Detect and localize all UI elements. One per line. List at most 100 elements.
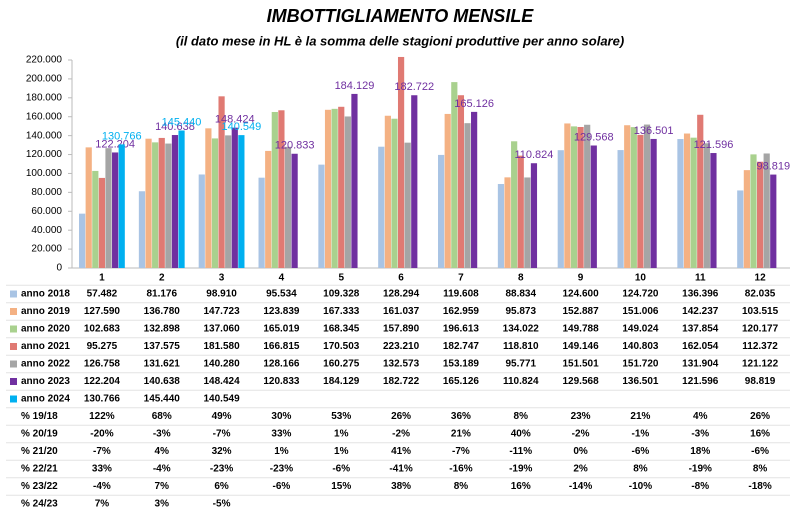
table-cell: 8% xyxy=(514,411,529,422)
x-tick-label: 5 xyxy=(338,273,344,284)
table-cell: 98.819 xyxy=(745,376,776,387)
bar xyxy=(451,82,458,268)
bar xyxy=(138,191,146,268)
bar xyxy=(378,146,385,268)
y-tick-label: 100.000 xyxy=(26,168,63,179)
table-cell: 182.747 xyxy=(443,341,480,352)
legend-label: anno 2020 xyxy=(21,324,70,335)
bar xyxy=(351,93,358,268)
table-cell: 126.758 xyxy=(84,359,121,370)
legend-swatch xyxy=(10,343,17,350)
table-cell: 95.771 xyxy=(505,359,536,370)
bar xyxy=(471,111,478,268)
bar xyxy=(617,150,624,268)
table-cell: 196.613 xyxy=(443,324,480,335)
table-cell: 7% xyxy=(95,499,110,510)
table-cell: 112.372 xyxy=(742,341,778,352)
data-label: 140.549 xyxy=(222,121,262,133)
table-cell: 15% xyxy=(331,481,351,492)
x-tick-label: 9 xyxy=(578,273,584,284)
table-cell: 181.580 xyxy=(204,341,241,352)
table-cell: 151.006 xyxy=(622,306,659,317)
table-cell: 140.280 xyxy=(204,359,241,370)
table-cell: -6% xyxy=(751,446,769,457)
bar xyxy=(524,177,531,268)
table-cell: 142.237 xyxy=(682,306,719,317)
x-tick-label: 8 xyxy=(518,273,524,284)
table-cell: 109.328 xyxy=(323,289,360,300)
table-cell: 153.189 xyxy=(443,359,480,370)
table-cell: 33% xyxy=(92,464,112,475)
x-tick-label: 6 xyxy=(398,273,404,284)
table-cell: 88.834 xyxy=(505,289,536,300)
legend-swatch xyxy=(10,395,17,403)
table-cell: -20% xyxy=(90,429,113,440)
table-cell: 32% xyxy=(212,446,232,457)
x-tick-label: 12 xyxy=(755,273,767,284)
table-cell: 148.424 xyxy=(204,376,241,387)
table-cell: 184.129 xyxy=(323,376,360,387)
table-cell: 140.803 xyxy=(622,341,659,352)
bar xyxy=(530,163,538,268)
table-cell: 110.824 xyxy=(503,376,539,387)
table-cell: -10% xyxy=(629,481,652,492)
bar xyxy=(763,153,770,268)
bar xyxy=(677,139,684,268)
y-tick-label: 120.000 xyxy=(26,149,63,160)
bar xyxy=(92,170,99,268)
table-cell: 167.333 xyxy=(323,306,360,317)
legend-label: anno 2019 xyxy=(21,306,70,317)
bar xyxy=(737,190,744,268)
legend-swatch xyxy=(10,290,17,298)
legend-label: anno 2024 xyxy=(21,394,70,405)
bar xyxy=(504,177,511,268)
y-tick-label: 220.000 xyxy=(26,55,63,66)
table-cell: 130.766 xyxy=(84,394,121,405)
table-cell: 128.294 xyxy=(383,289,420,300)
bar xyxy=(577,126,584,269)
table-cell: 118.810 xyxy=(503,341,539,352)
bar xyxy=(338,106,345,268)
table-cell: -2% xyxy=(392,429,410,440)
table-cell: 140.638 xyxy=(144,376,181,387)
table-cell: 40% xyxy=(511,429,531,440)
table-cell: -1% xyxy=(632,429,650,440)
bar xyxy=(411,95,418,268)
bar xyxy=(265,150,272,268)
data-label: 145.440 xyxy=(162,116,202,128)
bar xyxy=(683,133,691,268)
bar xyxy=(391,118,398,268)
x-tick-label: 4 xyxy=(279,273,285,284)
table-cell: -2% xyxy=(572,429,590,440)
bar xyxy=(105,148,112,268)
bar xyxy=(511,141,518,268)
table-cell: 137.060 xyxy=(204,324,241,335)
table-cell: 4% xyxy=(155,446,170,457)
legend-swatch xyxy=(10,378,17,385)
legend-swatch xyxy=(10,325,17,333)
data-label: 165.126 xyxy=(454,98,494,110)
row-label: % 20/19 xyxy=(21,429,58,440)
table-cell: 30% xyxy=(271,411,291,422)
y-tick-label: 60.000 xyxy=(31,206,62,217)
bar xyxy=(231,127,238,269)
table-cell: 131.621 xyxy=(144,359,181,370)
table-cell: 136.501 xyxy=(622,376,659,387)
table-cell: 137.854 xyxy=(682,324,719,335)
table-cell: 124.600 xyxy=(563,289,600,300)
table-cell: 103.515 xyxy=(742,306,779,317)
row-label: % 22/21 xyxy=(21,464,58,475)
bar xyxy=(291,153,298,268)
table-cell: 168.345 xyxy=(323,324,360,335)
legend-label: anno 2023 xyxy=(21,376,70,387)
table-cell: 21% xyxy=(451,429,471,440)
table-cell: 1% xyxy=(274,446,289,457)
table-cell: -19% xyxy=(509,464,532,475)
data-label: 122.204 xyxy=(95,138,135,150)
table-cell: 41% xyxy=(391,446,411,457)
table-cell: 162.959 xyxy=(443,306,480,317)
bar xyxy=(630,127,637,268)
bar xyxy=(344,116,351,268)
bar xyxy=(743,170,750,268)
